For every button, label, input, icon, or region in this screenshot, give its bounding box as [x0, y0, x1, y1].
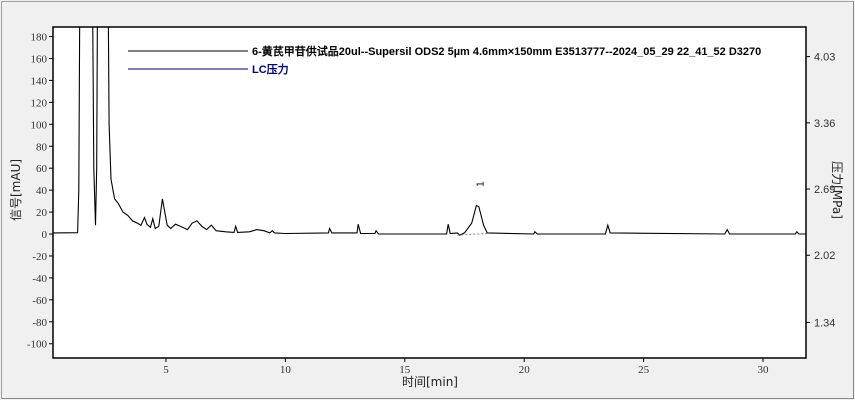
x-tick-label: 20: [519, 364, 531, 376]
y-tick-label: 80: [36, 141, 48, 153]
y2-tick-label: 3.36: [814, 118, 835, 130]
y-axis-label: 信号[mAU]: [9, 159, 23, 221]
peak-label: 1: [476, 181, 487, 187]
y2-tick-label: 4.03: [814, 52, 835, 64]
peak-integration-baseline: [457, 232, 488, 236]
y-tick-label: 180: [31, 32, 48, 44]
x-tick-label: 5: [163, 364, 169, 376]
y-tick-label: 120: [31, 97, 48, 109]
signal-trace: [53, 27, 806, 236]
y2-tick-label: 2.69: [814, 184, 835, 196]
x-axis-label: 时间[min]: [402, 375, 458, 389]
legend-label-signal: 6-黄芪甲苷供试品20ul--Supersil ODS2 5µm 4.6mm×1…: [252, 44, 761, 58]
y-tick-label: -60: [32, 295, 47, 307]
y2-tick-label: 1.34: [814, 317, 835, 329]
plot-area: [53, 27, 806, 358]
y-tick-label: -20: [32, 251, 47, 263]
y-tick-label: 20: [36, 207, 48, 219]
y2-axis-label: 压力[MPa]: [830, 161, 844, 219]
y2-tick-label: 2.02: [814, 250, 835, 262]
y-tick-label: 100: [31, 119, 48, 131]
x-tick-label: 30: [758, 364, 770, 376]
x-tick-label: 15: [399, 364, 411, 376]
y-tick-label: 40: [36, 185, 48, 197]
y-tick-label: -80: [32, 317, 47, 329]
y-tick-label: -100: [27, 339, 48, 351]
y-tick-label: 0: [42, 229, 48, 241]
plot-border: [52, 26, 807, 359]
y-tick-label: 60: [36, 163, 48, 175]
x-tick-label: 10: [280, 364, 292, 376]
legend-label-pressure: LC压力: [252, 62, 289, 76]
y-tick-label: 140: [31, 75, 48, 87]
x-tick-label: 25: [638, 364, 650, 376]
y-tick-label: -40: [32, 273, 47, 285]
y-tick-label: 160: [31, 53, 48, 65]
